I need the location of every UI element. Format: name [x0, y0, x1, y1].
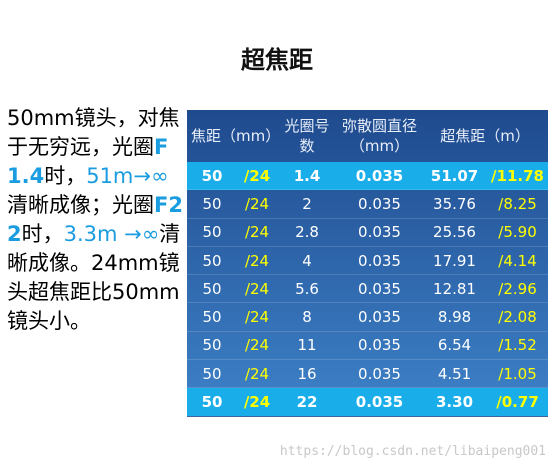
text-run: 50mm镜头，对焦于无穷远， — [7, 106, 180, 159]
table-cell: /24 — [244, 251, 270, 270]
table-cell: /24 — [244, 308, 270, 327]
watermark: https://blog.csdn.net/libaipeng001 — [279, 444, 546, 459]
text-run: 24mm镜头超焦距比50mm镜头小。 — [7, 251, 180, 333]
table-cell: /2.96 — [498, 279, 537, 298]
text-run: F22 — [7, 193, 183, 246]
table-row: 50/24 2 0.035 35.76/8.25 — [187, 190, 549, 219]
table-cell: 0.035 — [355, 166, 404, 185]
table-cell: 50 — [202, 251, 222, 270]
table-cell: 8 — [302, 308, 312, 327]
table-cell: 17.91 — [433, 251, 476, 270]
header-cell: 光圈号数 — [284, 117, 330, 155]
table-cell: 50 — [201, 393, 223, 412]
table-cell: /4.14 — [498, 251, 537, 270]
header-cell: 超焦距（m） — [440, 127, 530, 145]
table-cell: 16 — [297, 364, 317, 383]
table-cell: 50 — [202, 223, 222, 242]
table-cell: 4.51 — [437, 364, 472, 383]
table-cell: /8.25 — [498, 194, 537, 213]
table-cell: 22 — [296, 393, 318, 412]
table-row: 50/24 2.8 0.035 25.56/5.90 — [187, 218, 549, 247]
table-cell: 25.56 — [433, 223, 476, 242]
table-cell: 4 — [302, 251, 312, 270]
table-row: 50/24 4 0.035 17.91/4.14 — [187, 246, 549, 275]
table-cell: /1.05 — [498, 364, 537, 383]
table-cell: 0.035 — [358, 364, 401, 383]
table-row: 50/24 8 0.035 8.98/2.08 — [187, 303, 549, 332]
table-cell: 2.8 — [295, 223, 319, 242]
header-row: 焦距（mm） 光圈号数 弥散圆直径（mm） 超焦距（m） — [187, 110, 548, 162]
text-run: 51m→∞ — [86, 164, 169, 188]
table-cell: 50 — [202, 336, 222, 355]
table-cell: /1.52 — [498, 336, 537, 355]
table-cell: /24 — [243, 166, 271, 185]
table-cell: 0.035 — [358, 279, 401, 298]
table-cell: 50 — [202, 308, 222, 327]
table-cell: 35.76 — [433, 194, 476, 213]
text-run: 时， — [21, 222, 64, 246]
table-cell: /24 — [244, 336, 270, 355]
table-cell: /24 — [244, 194, 270, 213]
table-cell: /24 — [244, 364, 270, 383]
header-cell: 焦距（mm） — [191, 127, 281, 145]
text-run: 3.3m →∞ — [63, 222, 160, 246]
table-cell: 3.30 — [436, 393, 474, 412]
table-cell: /0.77 — [496, 393, 539, 412]
table-cell: 0.035 — [358, 308, 401, 327]
table-cell: /5.90 — [498, 223, 537, 242]
table-row: 50/24 16 0.035 4.51/1.05 — [187, 360, 549, 388]
table-row: 50/24 1.4 0.035 51.07/11.78 — [187, 162, 549, 190]
table-cell: 0.035 — [358, 194, 401, 213]
table-cell: /24 — [244, 223, 270, 242]
table-cell: 51.07 — [430, 166, 479, 185]
table-cell: 0.035 — [358, 336, 401, 355]
table-cell: 0.035 — [358, 251, 401, 270]
table-cell: /2.08 — [498, 308, 537, 327]
table-cell: 2 — [302, 194, 312, 213]
text-run: 光圈 — [112, 193, 154, 217]
table-row: 50/24 5.6 0.035 12.81/2.96 — [187, 275, 549, 303]
table-row: 50/24 11 0.035 6.54/1.52 — [187, 331, 549, 360]
table-cell: 12.81 — [433, 279, 476, 298]
side-text: 50mm镜头，对焦于无穷远，光圈F1.4时，51m→∞清晰成像；光圈F22时，3… — [7, 104, 183, 336]
text-run: 光圈 — [112, 135, 154, 159]
table-cell: /11.78 — [491, 166, 544, 185]
text-run: F1.4 — [7, 135, 169, 188]
table-cell: 11 — [297, 336, 317, 355]
table: 焦距（mm） 光圈号数 弥散圆直径（mm） 超焦距（m） 50/24 1.4 0.035 5… — [187, 110, 549, 417]
title: 超焦距 — [241, 46, 313, 74]
text-run: 清晰成像； — [7, 193, 112, 217]
text-run: 清晰成像。 — [7, 222, 181, 275]
table-cell: 5.6 — [295, 279, 319, 298]
table-cell: 50 — [202, 364, 222, 383]
table-cell: 0.035 — [355, 393, 404, 412]
table-cell: 50 — [202, 279, 222, 298]
table-row: 50/24 22 0.035 3.30/0.77 — [187, 387, 549, 417]
header-cell: 弥散圆直径（mm） — [342, 117, 418, 155]
table-cell: 50 — [201, 166, 223, 185]
text-run: 时， — [44, 164, 87, 188]
table-cell: 6.54 — [437, 336, 472, 355]
table-cell: 8.98 — [437, 308, 472, 327]
table-cell: /24 — [243, 393, 271, 412]
table-cell: /24 — [244, 279, 270, 298]
table-cell: 50 — [202, 194, 222, 213]
table-cell: 1.4 — [293, 166, 321, 185]
table-cell: 0.035 — [358, 223, 401, 242]
